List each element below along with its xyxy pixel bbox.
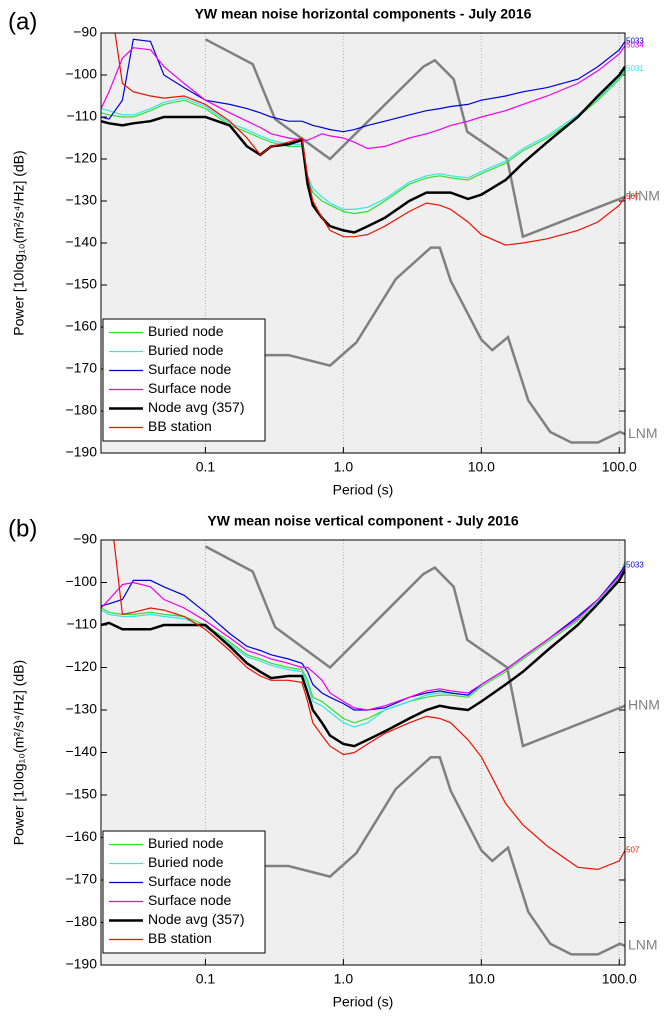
y-tick-label: −170 bbox=[65, 871, 97, 887]
series-end-label: 5033 bbox=[626, 561, 644, 570]
legend-label: Surface node bbox=[148, 380, 231, 396]
chart-title: YW mean noise vertical component - July … bbox=[207, 513, 518, 529]
series-line bbox=[101, 70, 625, 215]
y-tick-label: −190 bbox=[65, 444, 97, 460]
y-tick-label: −180 bbox=[65, 913, 97, 929]
x-tick-label: 100.0 bbox=[602, 971, 637, 987]
legend-label: Node avg (357) bbox=[148, 911, 245, 927]
x-tick-label: 0.1 bbox=[196, 971, 216, 987]
y-tick-label: −100 bbox=[65, 573, 97, 589]
noise-model-line bbox=[205, 755, 625, 956]
series-line bbox=[101, 65, 625, 234]
noise-model-label: LNM bbox=[628, 425, 658, 441]
legend-label: Buried node bbox=[148, 342, 224, 358]
y-tick-label: −180 bbox=[65, 402, 97, 418]
series-line bbox=[101, 561, 625, 724]
legend-label: BB station bbox=[148, 418, 212, 434]
series-line bbox=[114, 33, 625, 246]
y-tick-label: −110 bbox=[67, 616, 98, 632]
series-end-label: 5033 bbox=[626, 37, 644, 46]
y-tick-label: −140 bbox=[65, 234, 97, 250]
y-tick-label: −190 bbox=[65, 956, 97, 972]
series-end-label: 507 bbox=[626, 845, 640, 854]
noise-model-label: HNM bbox=[628, 188, 660, 204]
y-tick-label: −150 bbox=[65, 276, 97, 292]
noise-model-line bbox=[204, 545, 625, 748]
series-line bbox=[101, 68, 625, 210]
legend-label: Buried node bbox=[148, 835, 224, 851]
y-tick-label: −170 bbox=[65, 360, 97, 376]
noise-model-line bbox=[204, 38, 625, 239]
x-tick-label: 1.0 bbox=[334, 459, 354, 475]
y-tick-label: −140 bbox=[65, 743, 97, 759]
panel-label: (b) bbox=[8, 515, 37, 542]
series-end-label: 5034 bbox=[626, 41, 644, 50]
legend: Buried node Buried node Surface node Surfac… bbox=[102, 318, 266, 442]
series-line bbox=[101, 569, 625, 748]
y-tick-label: −120 bbox=[65, 150, 97, 166]
y-tick-label: −120 bbox=[65, 658, 97, 674]
x-axis-label: Period (s) bbox=[333, 994, 394, 1010]
panel: (b) YW mean noise vertical component - Ju… bbox=[8, 513, 660, 1010]
noise-model-label: LNM bbox=[628, 937, 658, 953]
x-tick-label: 0.1 bbox=[196, 459, 216, 475]
series-end-label: 507 bbox=[626, 192, 640, 201]
plot-lines bbox=[101, 540, 625, 956]
y-tick-label: −160 bbox=[65, 828, 97, 844]
legend: Buried node Buried node Surface node Surfac… bbox=[102, 830, 266, 954]
y-tick-label: −110 bbox=[67, 108, 98, 124]
legend-box bbox=[102, 830, 266, 954]
y-tick-label: −100 bbox=[65, 66, 97, 82]
y-tick-label: −160 bbox=[65, 318, 97, 334]
x-tick-label: 1.0 bbox=[334, 971, 354, 987]
y-tick-label: −130 bbox=[65, 701, 97, 717]
panel: (a) YW mean noise horizontal components -… bbox=[8, 6, 660, 498]
plot-frame bbox=[100, 539, 626, 966]
y-axis-label: Power [10log₁₀(m²/s⁴/Hz] (dB) bbox=[11, 660, 27, 845]
x-tick-label: 10.0 bbox=[468, 459, 495, 475]
plot-lines bbox=[101, 33, 625, 444]
noise-model-label: HNM bbox=[628, 696, 660, 712]
legend-label: Node avg (357) bbox=[148, 399, 245, 415]
series-line bbox=[101, 567, 625, 711]
legend-label: Surface node bbox=[148, 361, 231, 377]
legend-label: Buried node bbox=[148, 323, 224, 339]
x-tick-label: 100.0 bbox=[602, 459, 637, 475]
y-tick-label: −90 bbox=[73, 531, 97, 547]
legend-label: Surface node bbox=[148, 892, 231, 908]
y-axis-label: Power [10log₁₀(m²/s⁴/Hz] (dB) bbox=[11, 150, 27, 335]
legend-box bbox=[102, 318, 266, 442]
panel-label: (a) bbox=[8, 8, 37, 35]
legend-label: Surface node bbox=[148, 873, 231, 889]
noise-model-line bbox=[205, 246, 625, 444]
series-line bbox=[101, 38, 625, 133]
x-tick-label: 10.0 bbox=[468, 971, 495, 987]
series-line bbox=[113, 540, 625, 871]
y-tick-label: −150 bbox=[65, 786, 97, 802]
x-axis-label: Period (s) bbox=[333, 482, 394, 498]
series-line bbox=[101, 45, 625, 150]
chart-title: YW mean noise horizontal components - Ju… bbox=[195, 6, 532, 22]
y-tick-label: −130 bbox=[65, 192, 97, 208]
plot-frame bbox=[100, 32, 626, 454]
legend-label: BB station bbox=[148, 930, 212, 946]
series-end-label: 5031 bbox=[626, 64, 644, 73]
legend-label: Buried node bbox=[148, 854, 224, 870]
y-tick-label: −90 bbox=[73, 24, 97, 40]
